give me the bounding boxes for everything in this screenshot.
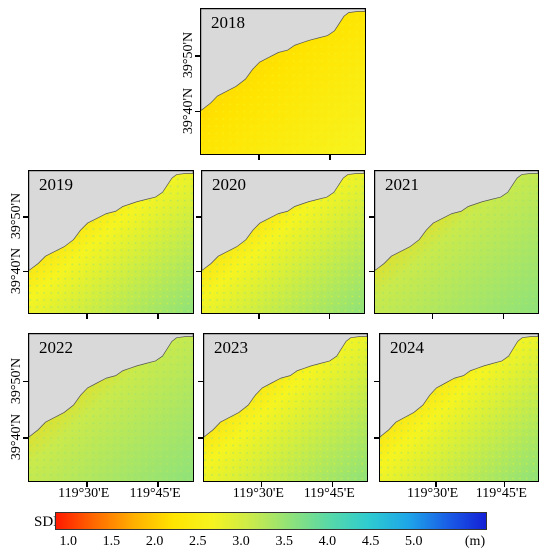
lon-tick [86, 314, 88, 319]
lat-tick [23, 437, 28, 439]
lat-label: 39°40'N [181, 87, 196, 135]
lat-tick [196, 270, 201, 273]
lon-tick [157, 314, 159, 319]
sdd-legend: SDD 1.0 1.5 2.0 2.5 3.0 3.5 4.0 4.5 5.0 (m) [0, 505, 550, 555]
year-label: 2024 [390, 338, 424, 357]
lon-tick [503, 482, 506, 487]
year-label: 2022 [39, 338, 73, 357]
map-panel-2019: 2019 [28, 170, 194, 314]
sdd-raster-2020 [202, 171, 364, 313]
year-label: 2021 [385, 175, 419, 194]
lon-tick [502, 314, 505, 319]
sdd-raster-2024 [380, 334, 538, 481]
colorbar-tick-label: 2.0 [145, 534, 164, 549]
lat-tick [369, 216, 374, 218]
lat-tick [23, 216, 28, 218]
colorbar-unit: (m) [464, 534, 486, 549]
lon-tick [331, 482, 334, 487]
lon-tick [260, 482, 263, 487]
sdd-raster-2023 [204, 334, 367, 481]
lon-tick [329, 155, 331, 160]
lat-tick [196, 216, 201, 218]
lon-tick [258, 314, 260, 319]
colorbar [55, 512, 487, 530]
sdd-raster-2019 [29, 171, 193, 313]
colorbar-tick-label: 3.5 [275, 534, 293, 549]
year-label: 2020 [212, 175, 246, 194]
lat-label: 39°40'N [9, 247, 24, 294]
sdd-raster-2018 [201, 9, 365, 154]
sdd-raster-2021 [375, 171, 538, 313]
colorbar-tick-label: 4.0 [318, 534, 337, 549]
lon-tick [86, 482, 88, 487]
lat-tick [195, 55, 200, 57]
colorbar-tick-label: 2.5 [189, 534, 207, 549]
lat-tick [374, 380, 379, 383]
lon-label: 119°30'E [407, 486, 459, 501]
lon-tick [328, 314, 331, 319]
lon-tick [157, 482, 159, 487]
colorbar-tick-label: 4.5 [361, 534, 380, 549]
lon-tick [435, 482, 437, 487]
sdd-raster-2022 [29, 334, 193, 481]
colorbar-tick-label: 5.0 [405, 534, 423, 549]
lat-tick [23, 270, 28, 273]
year-label: 2018 [211, 13, 245, 32]
map-panel-2023: 2023 [203, 333, 368, 482]
lon-label: 119°45'E [303, 486, 355, 501]
map-panel-2024: 2024 [379, 333, 539, 482]
lat-tick [374, 437, 379, 439]
lat-label: 39°40'N [9, 414, 24, 461]
lon-tick [431, 314, 434, 319]
lon-tick [258, 155, 260, 160]
colorbar-tick-label: 1.0 [59, 534, 77, 549]
map-panel-2022: 2022 [28, 333, 194, 482]
lat-tick [198, 380, 203, 383]
colorbar-tick-label: 1.5 [102, 534, 121, 549]
map-panel-2018: 2018 [200, 8, 366, 155]
colorbar-tick-label: 3.0 [232, 534, 250, 549]
lon-label: 119°30'E [232, 486, 284, 501]
lon-label: 119°30'E [58, 486, 110, 501]
lon-label: 119°45'E [129, 486, 181, 501]
map-panel-2021: 2021 [374, 170, 539, 314]
year-label: 2023 [214, 338, 248, 357]
lat-tick [198, 437, 203, 439]
map-panel-2020: 2020 [201, 170, 365, 314]
year-label: 2019 [39, 175, 73, 194]
lat-tick [23, 380, 28, 383]
lon-label: 119°45'E [475, 486, 527, 501]
lat-tick [195, 110, 200, 113]
lat-tick [369, 270, 374, 273]
